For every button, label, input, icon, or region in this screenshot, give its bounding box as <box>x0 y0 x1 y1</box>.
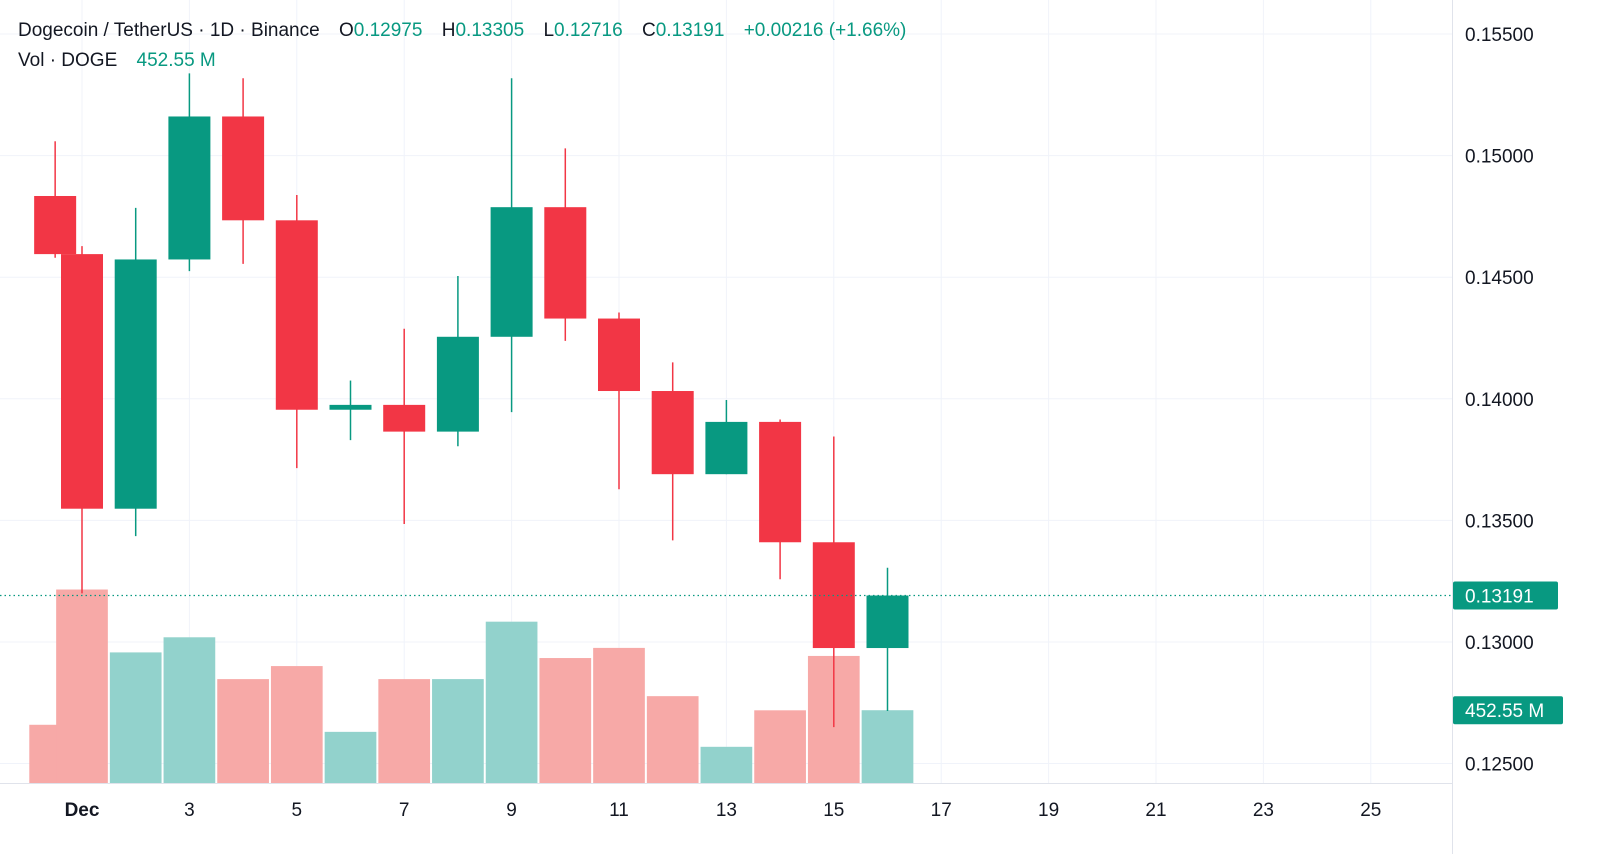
candle <box>383 328 426 525</box>
candle <box>61 246 103 594</box>
volume-bar <box>109 652 162 783</box>
candle <box>598 312 640 490</box>
time-tick-label: 19 <box>1038 800 1059 821</box>
candle <box>329 380 372 441</box>
volume-bar <box>270 666 323 783</box>
volume-bar <box>432 679 484 783</box>
candle-body <box>544 207 587 319</box>
candle-body <box>383 404 426 432</box>
volume-legend[interactable]: Vol · DOGE 452.55 M <box>18 50 216 72</box>
high-label: H <box>441 20 456 41</box>
price-tick-label: 0.12500 <box>1465 755 1534 776</box>
time-tick-label: 9 <box>506 800 517 821</box>
candle-body <box>114 259 157 509</box>
price-tick-label: 0.13000 <box>1465 633 1534 654</box>
candle-body <box>705 421 748 475</box>
candle-body <box>61 254 103 509</box>
open-label: O <box>338 20 354 41</box>
volume-bar <box>539 658 592 783</box>
candle <box>34 141 77 258</box>
price-tick-label: 0.15000 <box>1465 147 1534 168</box>
candle-body <box>598 318 640 392</box>
time-tick-label: 23 <box>1253 800 1274 821</box>
time-tick-label: 15 <box>823 800 844 821</box>
candle <box>168 73 211 272</box>
time-tick-label: 17 <box>931 800 952 821</box>
time-tick-label: 5 <box>292 800 303 821</box>
volume-bar <box>700 746 753 783</box>
candle-body <box>651 391 694 475</box>
candle <box>275 195 318 469</box>
price-tick-label: 0.14500 <box>1465 268 1534 289</box>
candle-body <box>222 116 265 221</box>
candle <box>114 207 157 537</box>
open-value: 0.12975 <box>353 20 423 41</box>
high-value: 0.13305 <box>455 20 525 41</box>
volume-bar <box>861 710 914 783</box>
volume-bar <box>754 710 806 783</box>
close-label: C <box>641 20 656 41</box>
current-price-badge-label: 0.13191 <box>1465 587 1534 608</box>
time-tick-label: 21 <box>1145 800 1166 821</box>
candle <box>651 362 694 541</box>
candle-body <box>759 421 802 543</box>
volume-bar <box>163 637 216 783</box>
time-tick-label: 7 <box>399 800 410 821</box>
volume-legend-label[interactable]: Vol · DOGE <box>18 50 118 71</box>
candle-body <box>275 220 318 410</box>
candle <box>436 275 479 447</box>
low-label: L <box>543 20 555 41</box>
candle <box>866 567 909 712</box>
symbol-legend[interactable]: Dogecoin / TetherUS · 1D · Binance O0.12… <box>18 20 906 42</box>
price-axis[interactable]: 0.15500 0.15000 0.14500 0.14000 0.13500 0.130… <box>1465 25 1534 776</box>
symbol-title[interactable]: Dogecoin / TetherUS · 1D · Binance <box>18 20 320 41</box>
price-tick-label: 0.13500 <box>1465 511 1534 532</box>
current-price-badge <box>1453 581 1558 610</box>
axis-badges: 0.13191 452.55 M <box>1453 581 1563 725</box>
time-axis[interactable]: Dec 3 5 7 9 11 13 15 17 19 21 23 25 <box>65 800 1382 821</box>
current-volume-badge-label: 452.55 M <box>1465 701 1544 722</box>
volume-legend-value: 452.55 M <box>136 50 216 71</box>
current-volume-badge <box>1453 696 1563 725</box>
time-tick-label: 3 <box>184 800 195 821</box>
volume-bar <box>217 679 269 783</box>
low-value: 0.12716 <box>554 20 623 41</box>
volume-bar <box>324 731 377 783</box>
candle-body <box>34 195 77 255</box>
candle <box>544 148 587 341</box>
candles <box>34 73 909 728</box>
candle-body <box>866 595 909 649</box>
volume-bar <box>593 647 645 783</box>
time-tick-label: 13 <box>716 800 737 821</box>
volume-bar <box>646 696 699 783</box>
candle-body <box>168 116 211 260</box>
candle-body <box>490 207 533 337</box>
volume-bars <box>29 589 914 783</box>
close-value: 0.13191 <box>655 20 725 41</box>
candle <box>759 419 802 580</box>
change-value: +0.00216 (+1.66%) <box>743 20 907 41</box>
time-tick-label: Dec <box>65 800 100 821</box>
candle <box>222 78 265 264</box>
time-tick-label: 25 <box>1360 800 1381 821</box>
volume-bar <box>485 621 538 783</box>
volume-bar <box>56 589 108 783</box>
volume-bar <box>378 679 431 783</box>
candle <box>705 400 748 475</box>
price-tick-label: 0.15500 <box>1465 25 1534 46</box>
time-tick-label: 11 <box>609 800 629 821</box>
candle <box>490 78 533 413</box>
candle-body <box>329 404 372 410</box>
candle-body <box>436 336 479 432</box>
price-tick-label: 0.14000 <box>1465 390 1534 411</box>
